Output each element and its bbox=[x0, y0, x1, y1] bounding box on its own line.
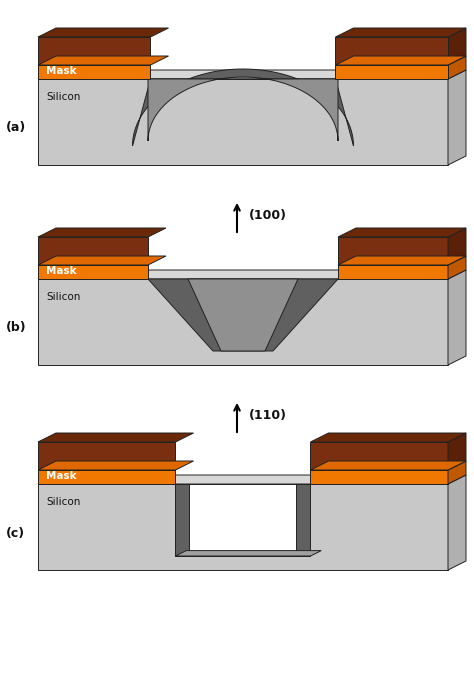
Polygon shape bbox=[38, 237, 148, 265]
Polygon shape bbox=[38, 475, 466, 484]
Polygon shape bbox=[310, 470, 448, 484]
Polygon shape bbox=[448, 28, 466, 65]
Polygon shape bbox=[448, 475, 466, 570]
Polygon shape bbox=[175, 551, 321, 556]
Polygon shape bbox=[38, 461, 193, 470]
Polygon shape bbox=[448, 461, 466, 484]
Polygon shape bbox=[38, 279, 448, 365]
Polygon shape bbox=[38, 56, 168, 65]
Polygon shape bbox=[175, 484, 310, 556]
Polygon shape bbox=[448, 256, 466, 279]
Polygon shape bbox=[338, 237, 448, 265]
Polygon shape bbox=[297, 484, 310, 556]
Polygon shape bbox=[310, 442, 448, 470]
Polygon shape bbox=[188, 279, 298, 351]
Polygon shape bbox=[448, 56, 466, 79]
Text: Mask: Mask bbox=[46, 266, 77, 276]
Text: Mask: Mask bbox=[46, 471, 77, 481]
Polygon shape bbox=[38, 265, 148, 279]
Polygon shape bbox=[148, 77, 338, 141]
Text: (b): (b) bbox=[6, 321, 27, 335]
Polygon shape bbox=[336, 56, 466, 65]
Polygon shape bbox=[310, 433, 466, 442]
Polygon shape bbox=[38, 270, 466, 279]
Polygon shape bbox=[148, 279, 338, 351]
Polygon shape bbox=[448, 433, 466, 470]
Text: Silicon: Silicon bbox=[46, 497, 81, 507]
Polygon shape bbox=[448, 70, 466, 165]
Text: Silicon: Silicon bbox=[46, 92, 81, 102]
Text: (100): (100) bbox=[249, 209, 287, 222]
Text: (110): (110) bbox=[249, 409, 287, 422]
Polygon shape bbox=[448, 228, 466, 265]
Text: (a): (a) bbox=[6, 122, 26, 134]
Polygon shape bbox=[38, 228, 166, 237]
Polygon shape bbox=[448, 270, 466, 365]
Polygon shape bbox=[336, 37, 448, 65]
Polygon shape bbox=[38, 79, 448, 165]
Polygon shape bbox=[310, 461, 466, 470]
Text: Silicon: Silicon bbox=[46, 292, 81, 302]
Polygon shape bbox=[175, 484, 190, 556]
Polygon shape bbox=[338, 265, 448, 279]
Polygon shape bbox=[38, 470, 175, 484]
Polygon shape bbox=[338, 228, 466, 237]
Polygon shape bbox=[38, 256, 166, 265]
Polygon shape bbox=[38, 433, 193, 442]
Polygon shape bbox=[38, 28, 168, 37]
Polygon shape bbox=[38, 70, 466, 79]
Polygon shape bbox=[336, 65, 448, 79]
Polygon shape bbox=[38, 484, 448, 570]
Polygon shape bbox=[338, 256, 466, 265]
Polygon shape bbox=[38, 65, 151, 79]
Polygon shape bbox=[336, 28, 466, 37]
Text: (c): (c) bbox=[6, 526, 25, 539]
Text: Mask: Mask bbox=[46, 66, 77, 76]
Polygon shape bbox=[38, 37, 151, 65]
Polygon shape bbox=[133, 69, 354, 146]
Polygon shape bbox=[38, 442, 175, 470]
